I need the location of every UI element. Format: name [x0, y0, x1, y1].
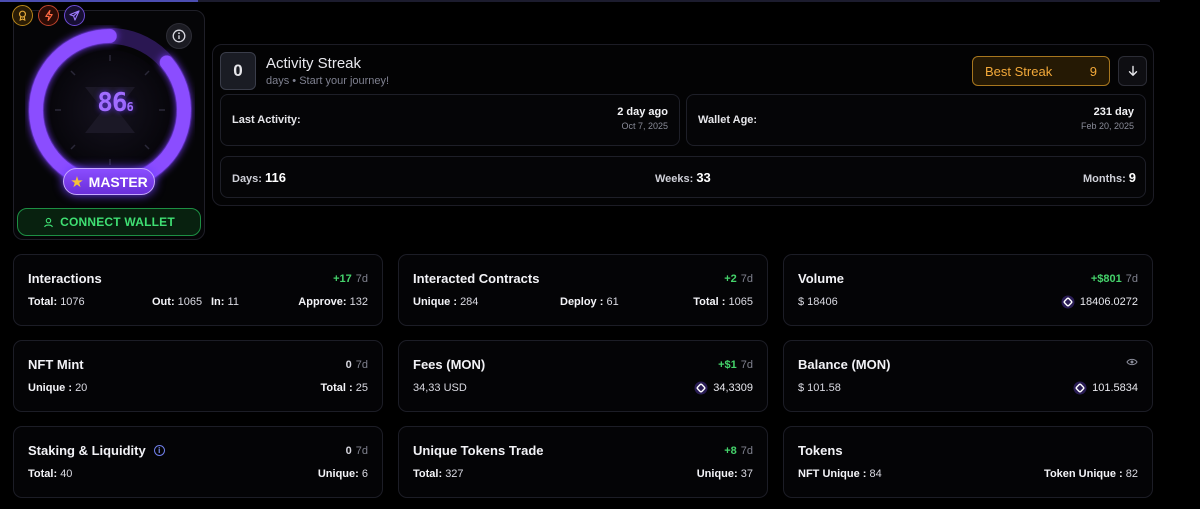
card-delta: +$1 7d	[718, 359, 753, 371]
download-button[interactable]	[1118, 56, 1147, 86]
card-title: Interacted Contracts	[413, 271, 540, 286]
staking-unique: Unique: 6	[317, 468, 368, 480]
card-title: Volume	[798, 271, 844, 286]
volume-usd: $ 18406	[798, 296, 838, 308]
interactions-card: Interactions +17 7d Total: 1076 Out: 1065…	[13, 254, 383, 326]
send-icon[interactable]	[64, 5, 85, 26]
tokens-trade-unique: Unique: 37	[696, 468, 753, 480]
best-streak-badge[interactable]: Best Streak 9	[972, 56, 1110, 86]
rank-badge: ★ MASTER	[63, 168, 155, 195]
card-delta: +17 7d	[333, 273, 368, 285]
contracts-deploy: Deploy : 61	[560, 296, 619, 308]
streak-title: Activity Streak	[266, 55, 362, 72]
wallet-age-label: Wallet Age:	[698, 114, 758, 126]
tokens-token-unique: Token Unique : 82	[1044, 468, 1138, 480]
card-delta: 0 7d	[345, 359, 368, 371]
interactions-out: Out: 1065	[152, 296, 203, 308]
weeks-count: Weeks: 33	[655, 170, 711, 185]
fees-usd: 34,33 USD	[413, 382, 467, 394]
card-title: Unique Tokens Trade	[413, 443, 544, 458]
period-counts-box	[220, 156, 1146, 198]
staking-total: Total: 40	[28, 468, 73, 480]
card-title: NFT Mint	[28, 357, 84, 372]
card-title: Balance (MON)	[798, 357, 891, 372]
wallet-age-value: 231 day	[1093, 106, 1134, 118]
eye-icon[interactable]	[1126, 357, 1138, 370]
nft-mint-total: Total : 25	[320, 382, 369, 394]
bolt-icon[interactable]	[38, 5, 59, 26]
connect-wallet-button[interactable]: CONNECT WALLET	[17, 208, 201, 236]
info-icon[interactable]	[166, 23, 192, 49]
balance-usd: $ 101.58	[798, 382, 841, 394]
volume-mon: 18406.0272	[1061, 295, 1138, 309]
streak-subtitle: days • Start your journey!	[266, 75, 390, 87]
card-delta: +2 7d	[724, 273, 753, 285]
last-activity-label: Last Activity:	[232, 114, 301, 126]
interactions-total: Total: 1076	[28, 296, 85, 308]
last-activity-box	[220, 94, 680, 146]
connect-wallet-label: CONNECT WALLET	[60, 215, 175, 229]
interacted-contracts-card: Interacted Contracts +2 7d Unique : 284 D…	[398, 254, 768, 326]
card-title: Interactions	[28, 271, 102, 286]
unique-tokens-trade-card: Unique Tokens Trade +8 7d Total: 327 Uniq…	[398, 426, 768, 498]
interactions-in: In: 11	[211, 296, 239, 308]
top-tab-bar	[0, 0, 1160, 2]
nft-mint-card: NFT Mint 0 7d Unique : 20 Total : 25	[13, 340, 383, 412]
last-activity-value: 2 day ago	[617, 106, 668, 118]
fees-mon: 34,3309	[694, 381, 753, 395]
monad-icon	[1061, 295, 1075, 309]
star-icon: ★	[70, 173, 84, 191]
arrow-down-icon	[1128, 65, 1137, 76]
wallet-age-box	[686, 94, 1146, 146]
monad-icon	[1073, 381, 1087, 395]
rank-label: MASTER	[88, 173, 148, 190]
contracts-unique: Unique : 284	[413, 296, 479, 308]
interactions-approve: Approve: 132	[298, 296, 368, 308]
last-activity-date: Oct 7, 2025	[621, 121, 668, 131]
user-icon	[44, 217, 53, 227]
best-streak-label: Best Streak	[985, 63, 1053, 79]
best-streak-value: 9	[1089, 63, 1097, 79]
card-delta: +8 7d	[724, 445, 753, 457]
streak-count: 0	[220, 52, 256, 90]
card-title: Tokens	[798, 443, 843, 458]
score-gauge	[28, 28, 192, 192]
balance-card: Balance (MON) $ 101.58 101.5834	[783, 340, 1153, 412]
badge-chips	[12, 5, 85, 26]
monad-icon	[694, 381, 708, 395]
staking-liquidity-card: Staking & Liquidity i 0 7d Total: 40 Uniqu…	[13, 426, 383, 498]
nft-mint-unique: Unique : 20	[28, 382, 88, 394]
medal-icon[interactable]	[12, 5, 33, 26]
tokens-trade-total: Total: 327	[413, 468, 464, 480]
active-tab-indicator	[0, 0, 198, 2]
fees-card: Fees (MON) +$1 7d 34,33 USD 34,3309	[398, 340, 768, 412]
card-title: Staking & Liquidity i	[28, 443, 165, 458]
contracts-total: Total : 1065	[693, 296, 753, 308]
x-logo-icon	[85, 87, 135, 133]
days-count: Days: 116	[232, 170, 286, 185]
info-icon[interactable]: i	[153, 445, 165, 456]
card-delta: 0 7d	[345, 445, 368, 457]
wallet-age-date: Feb 20, 2025	[1080, 121, 1134, 131]
months-count: Months: 9	[1083, 170, 1136, 185]
balance-mon: 101.5834	[1073, 381, 1138, 395]
card-delta: +$801 7d	[1090, 273, 1138, 285]
volume-card: Volume +$801 7d $ 18406 18406.0272	[783, 254, 1153, 326]
tokens-card: Tokens NFT Unique : 84 Token Unique : 82	[783, 426, 1153, 498]
wallet-score: 866	[97, 88, 134, 118]
card-title: Fees (MON)	[413, 357, 486, 372]
tokens-nft-unique: NFT Unique : 84	[798, 468, 882, 480]
